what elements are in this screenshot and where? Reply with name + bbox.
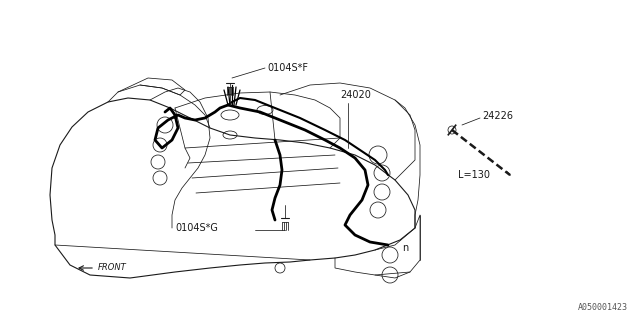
Text: L=130: L=130	[458, 170, 490, 180]
Text: 0104S*F: 0104S*F	[267, 63, 308, 73]
Text: FRONT: FRONT	[98, 263, 127, 273]
Text: n: n	[402, 243, 408, 253]
Text: 24226: 24226	[482, 111, 513, 121]
Text: A050001423: A050001423	[578, 303, 628, 312]
Text: 0104S*G: 0104S*G	[175, 223, 218, 233]
Text: 24020: 24020	[340, 90, 371, 100]
